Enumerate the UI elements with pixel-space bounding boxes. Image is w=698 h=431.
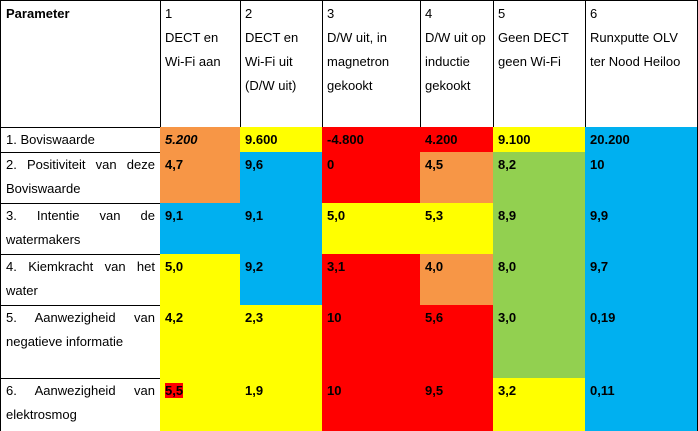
header-label: D/W uit op inductie gekookt — [425, 30, 486, 93]
cell-value: 8,9 — [498, 208, 517, 223]
cell-value: 3,1 — [327, 259, 346, 274]
value-cell: 3,2 — [493, 378, 586, 431]
value-cell: 1,9 — [240, 378, 323, 431]
header-cell: Parameter — [0, 0, 161, 128]
cell-value: 9.100 — [498, 132, 531, 147]
cell-value: 3,0 — [498, 310, 517, 325]
header-label: D/W uit, in magnetron gekookt — [327, 30, 390, 93]
value-cell: 3,1 — [322, 254, 421, 306]
header-number: 6 — [590, 6, 598, 21]
header-cell: 6 Runxputte OLV ter Nood Heiloo — [585, 0, 698, 128]
value-cell: 0 — [322, 152, 421, 204]
cell-value: 0 — [327, 157, 335, 172]
header-number: 4 — [425, 6, 433, 21]
value-cell: 9,1 — [160, 203, 241, 255]
value-cell: 8,9 — [493, 203, 586, 255]
header-cell: 2 DECT en Wi-Fi uit (D/W uit) — [240, 0, 323, 128]
value-cell: 5,3 — [420, 203, 494, 255]
value-cell: 0,11 — [585, 378, 698, 431]
value-cell: 0,19 — [585, 305, 698, 379]
header-number: 2 — [245, 6, 253, 21]
value-cell: 9,1 — [240, 203, 323, 255]
value-cell: 9.100 — [493, 127, 586, 153]
value-cell: -4.800 — [322, 127, 421, 153]
cell-value: 0,19 — [590, 310, 616, 325]
cell-value: 5,6 — [425, 310, 444, 325]
row-label: 3. Intentie van de watermakers — [0, 203, 161, 255]
value-cell: 20.200 — [585, 127, 698, 153]
row-label: 6. Aanwezigheid van elektrosmog — [0, 378, 161, 431]
value-cell: 4.200 — [420, 127, 494, 153]
cell-value: 9,7 — [590, 259, 609, 274]
header-label: DECT en Wi-Fi uit (D/W uit) — [245, 30, 299, 93]
header-cell: 1 DECT en Wi-Fi aan — [160, 0, 241, 128]
header-cell: 4 D/W uit op inductie gekookt — [420, 0, 494, 128]
cell-value: 9,1 — [245, 208, 264, 223]
cell-value: 2,3 — [245, 310, 264, 325]
cell-value: -4.800 — [327, 132, 364, 147]
row-label: 5. Aanwezigheid van negatieve informatie — [0, 305, 161, 379]
cell-value: 4,2 — [165, 310, 184, 325]
value-cell: 10 — [585, 152, 698, 204]
value-cell: 4,7 — [160, 152, 241, 204]
value-cell: 8,2 — [493, 152, 586, 204]
header-cell: 3 D/W uit, in magnetron gekookt — [322, 0, 421, 128]
row-label: 4. Kiemkracht van het water — [0, 254, 161, 306]
cell-value: 9.600 — [245, 132, 278, 147]
header-label: DECT en Wi-Fi aan — [165, 30, 221, 69]
value-cell: 5,0 — [160, 254, 241, 306]
cell-value: 10 — [327, 383, 342, 398]
cell-value: 8,2 — [498, 157, 517, 172]
cell-value: 5,3 — [425, 208, 444, 223]
value-cell: 8,0 — [493, 254, 586, 306]
cell-value: 9,5 — [425, 383, 444, 398]
cell-value: 9,9 — [590, 208, 609, 223]
cell-value: 5,0 — [327, 208, 346, 223]
value-cell: 9,6 — [240, 152, 323, 204]
cell-value: 5,0 — [165, 259, 184, 274]
header-number: 3 — [327, 6, 335, 21]
value-cell: 2,3 — [240, 305, 323, 379]
cell-value: 8,0 — [498, 259, 517, 274]
cell-value: 9,2 — [245, 259, 264, 274]
header-number: 1 — [165, 6, 173, 21]
cell-value: 10 — [590, 157, 605, 172]
header-number: 5 — [498, 6, 506, 21]
row-label: 1. Boviswaarde — [0, 127, 161, 153]
cell-value: 20.200 — [590, 132, 630, 147]
value-cell: 9,7 — [585, 254, 698, 306]
cell-value: 5.200 — [165, 132, 198, 147]
header-label: Parameter — [6, 6, 70, 21]
value-cell: 5.200 — [160, 127, 241, 153]
cell-value: 4,7 — [165, 157, 184, 172]
value-cell: 9,9 — [585, 203, 698, 255]
header-label: Runxputte OLV ter Nood Heiloo — [590, 30, 681, 69]
cell-value: 4.200 — [425, 132, 458, 147]
value-cell: 5,6 — [420, 305, 494, 379]
value-cell: 3,0 — [493, 305, 586, 379]
cell-value: 0,11 — [590, 383, 615, 398]
header-label: Geen DECT geen Wi-Fi — [498, 30, 569, 69]
header-cell: 5 Geen DECT geen Wi-Fi — [493, 0, 586, 128]
cell-value: 9,6 — [245, 157, 264, 172]
cell-value: 9,1 — [165, 208, 184, 223]
row-label: 2. Positiviteit van deze Boviswaarde — [0, 152, 161, 204]
value-cell: 10 — [322, 305, 421, 379]
value-cell: 9,5 — [420, 378, 494, 431]
cell-value: 3,2 — [498, 383, 517, 398]
cell-value: 4,0 — [425, 259, 444, 274]
cell-value: 4,5 — [425, 157, 444, 172]
value-cell: 4,2 — [160, 305, 241, 379]
value-cell: 9.600 — [240, 127, 323, 153]
value-cell: 9,2 — [240, 254, 323, 306]
value-cell: 4,0 — [420, 254, 494, 306]
value-cell: 5,5 — [160, 378, 241, 431]
value-cell: 10 — [322, 378, 421, 431]
cell-value: 1,9 — [245, 383, 264, 398]
cell-value: 5,5 — [165, 383, 184, 398]
value-cell: 4,5 — [420, 152, 494, 204]
value-cell: 5,0 — [322, 203, 421, 255]
cell-value: 10 — [327, 310, 342, 325]
